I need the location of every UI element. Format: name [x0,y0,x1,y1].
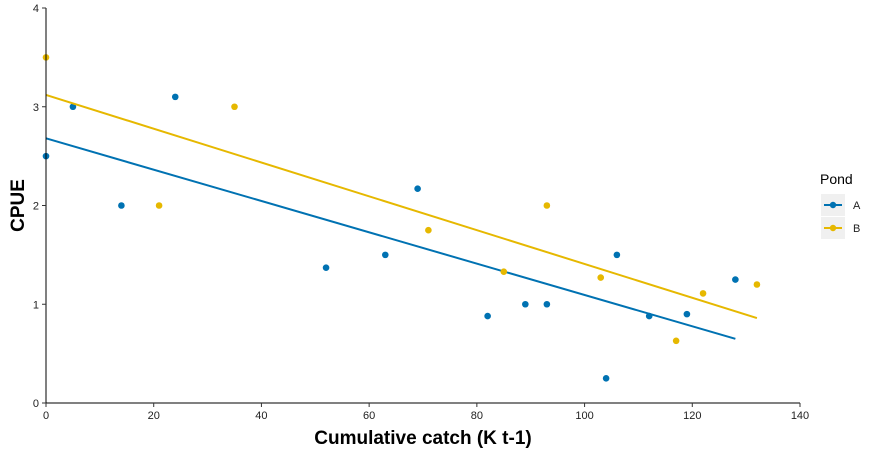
x-tick-label: 140 [791,410,809,422]
legend-title: Pond [820,171,853,187]
legend: Pond AB [820,171,861,239]
data-point-A [484,312,491,320]
data-point-B [699,290,707,297]
x-tick-label: 60 [363,410,375,422]
legend-label-B: B [853,223,860,235]
data-point-B [500,268,508,275]
trend-line-B [45,93,758,320]
y-tick-label: 3 [33,102,39,114]
data-point-A [69,103,77,111]
data-point-A [645,312,653,320]
plot-area [42,54,761,382]
data-point-B [597,274,605,281]
trend-line-A [45,137,736,340]
legend-marker-B [829,224,837,232]
y-tick-label: 4 [33,3,39,15]
data-point-B [231,103,238,111]
axes: 0 20 40 60 80 100 120 140 0 1 2 3 4 [33,3,809,422]
x-tick-label: 0 [43,410,49,422]
x-tick-label: 80 [471,410,483,422]
x-axis-title: Cumulative catch (K t-1) [314,428,531,449]
x-tick-label: 100 [575,410,593,422]
series-B [42,54,761,345]
x-tick-label: 20 [148,410,160,422]
data-point-B [155,202,163,209]
data-point-A [683,310,691,318]
data-point-A [602,375,610,382]
y-tick-label: 1 [33,299,39,311]
data-point-A [118,202,125,209]
legend-label-A: A [853,200,861,212]
data-point-A [543,300,551,308]
y-tick-label: 0 [33,398,39,410]
data-point-A [322,264,330,272]
data-point-B [543,202,551,209]
y-tick-label: 2 [33,201,39,213]
series-A [42,93,739,382]
data-point-A [382,251,389,259]
data-point-A [171,93,179,101]
data-point-A [414,185,421,193]
data-point-B [672,337,680,345]
data-point-A [732,276,739,283]
data-point-A [613,251,621,259]
data-point-B [753,281,761,288]
x-tick-label: 40 [255,410,267,422]
data-point-B [425,226,432,234]
legend-marker-A [829,201,837,209]
y-axis-title: CPUE [8,179,29,232]
x-tick-label: 120 [683,410,701,422]
data-point-A [522,300,529,308]
